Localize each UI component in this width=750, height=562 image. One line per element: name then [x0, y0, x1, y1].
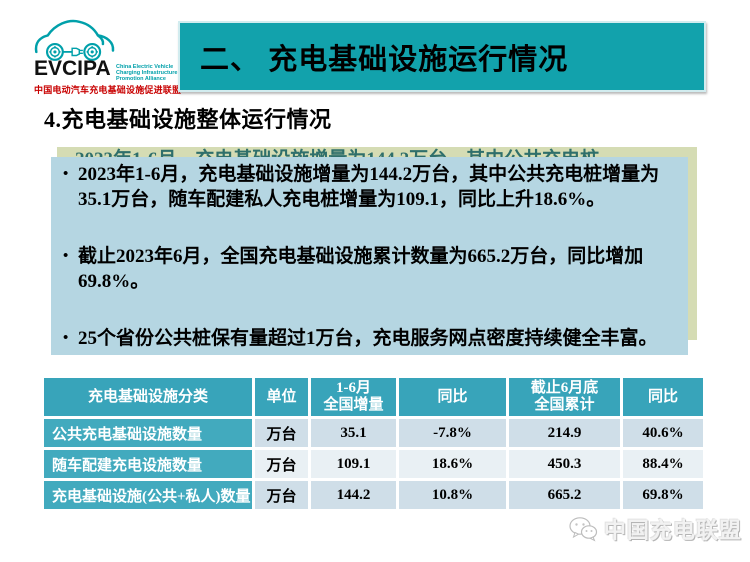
- logo-acronym: EVCIPA: [34, 57, 111, 80]
- table-header-cell: 1-6月 全国增量: [311, 378, 396, 416]
- table-cell: 69.8%: [623, 481, 703, 509]
- table-row-header: 公共充电基础设施数量: [44, 419, 252, 447]
- table-header-cell: 截止6月底 全国累计: [509, 378, 620, 416]
- table-cell: 18.6%: [399, 450, 506, 478]
- watermark: 中国充电联盟: [568, 512, 742, 546]
- bullet-item: 25个省份公共桩保有量超过1万台，充电服务网点密度持续健全丰富。: [61, 326, 678, 351]
- table-row-header: 随车配建充电设施数量: [44, 450, 252, 478]
- wechat-icon: [569, 517, 598, 542]
- table-cell: -7.8%: [399, 419, 506, 447]
- table-cell: 万台: [255, 419, 308, 447]
- table-row-header: 充电基础设施(公共+私人)数量: [44, 481, 252, 509]
- watermark-label: 中国充电联盟: [604, 518, 743, 543]
- bullet-item: 截止2023年6月，全国充电基础设施累计数量为665.2万台，同比增加69.8%…: [61, 244, 678, 294]
- table-header-cell: 同比: [623, 378, 703, 416]
- logo-subtitle-cn: 中国电动汽车充电基础设施促进联盟: [34, 85, 182, 95]
- table-cell: 万台: [255, 481, 308, 509]
- table-cell: 10.8%: [399, 481, 506, 509]
- slide-title-bar: 二、 充电基础设施运行情况: [178, 21, 706, 92]
- table-header-cell: 同比: [399, 378, 506, 416]
- table-cell: 665.2: [509, 481, 620, 509]
- table-cell: 109.1: [311, 450, 396, 478]
- table-cell: 144.2: [311, 481, 396, 509]
- bullet-item: 2023年1-6月，充电基础设施增量为144.2万台，其中公共充电桩增量为35.…: [61, 162, 678, 212]
- slide-title: 二、 充电基础设施运行情况: [200, 43, 569, 76]
- table-cell: 35.1: [311, 419, 396, 447]
- highlight-box: 2023年1-6月，充电基础设施增量为144.2万台，其中公共充电桩增量为35.…: [51, 157, 688, 355]
- table-cell: 万台: [255, 450, 308, 478]
- table-header-cell: 单位: [255, 378, 308, 416]
- table-cell: 450.3: [509, 450, 620, 478]
- table-cell: 214.9: [509, 419, 620, 447]
- logo-subtitle-en: China Electric Vehicle Charging Infrastr…: [116, 64, 178, 82]
- table-cell: 40.6%: [623, 419, 703, 447]
- section-heading: 4.充电基础设施整体运行情况: [44, 107, 332, 132]
- table-header-cell: 充电基础设施分类: [44, 378, 252, 416]
- infrastructure-table: 充电基础设施分类 单位 1-6月 全国增量 同比 截止6月底 全国累计 同比 公…: [44, 378, 703, 509]
- table-cell: 88.4%: [623, 450, 703, 478]
- ev-car-icon: [34, 19, 115, 61]
- evcipa-logo: EVCIPA China Electric Vehicle Charging I…: [30, 12, 185, 98]
